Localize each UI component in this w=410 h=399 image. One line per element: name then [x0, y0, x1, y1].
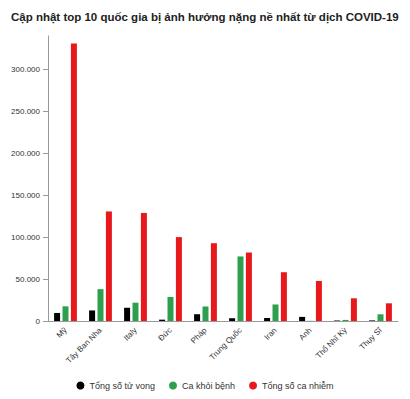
svg-text:Đức: Đức [157, 326, 174, 343]
svg-text:Ca khỏi bệnh: Ca khỏi bệnh [182, 381, 235, 391]
svg-text:Iran: Iran [263, 326, 279, 342]
svg-text:Thổ Nhĩ Kỳ: Thổ Nhĩ Kỳ [314, 326, 349, 361]
svg-text:300.000: 300.000 [11, 65, 40, 74]
svg-text:0: 0 [36, 317, 41, 326]
svg-text:Thụy Sĩ: Thụy Sĩ [358, 325, 384, 351]
svg-text:Pháp: Pháp [189, 325, 209, 345]
svg-text:200.000: 200.000 [11, 149, 40, 158]
svg-text:150.000: 150.000 [11, 191, 40, 200]
svg-text:Cập nhật top 10 quốc gia bị ản: Cập nhật top 10 quốc gia bị ảnh hưởng nặ… [11, 11, 399, 24]
svg-text:Tây Ban Nha: Tây Ban Nha [64, 325, 104, 365]
svg-text:Italy: Italy [122, 326, 139, 343]
svg-text:50.000: 50.000 [16, 275, 41, 284]
svg-text:100.000: 100.000 [11, 233, 40, 242]
svg-text:Anh: Anh [297, 326, 313, 342]
svg-text:Mỹ: Mỹ [55, 326, 69, 340]
svg-text:Tổng số ca nhiễm: Tổng số ca nhiễm [262, 381, 334, 391]
svg-text:Trung Quốc: Trung Quốc [208, 326, 244, 362]
svg-text:Tổng số tử vong: Tổng số tử vong [89, 381, 155, 391]
svg-text:250.000: 250.000 [11, 107, 40, 116]
